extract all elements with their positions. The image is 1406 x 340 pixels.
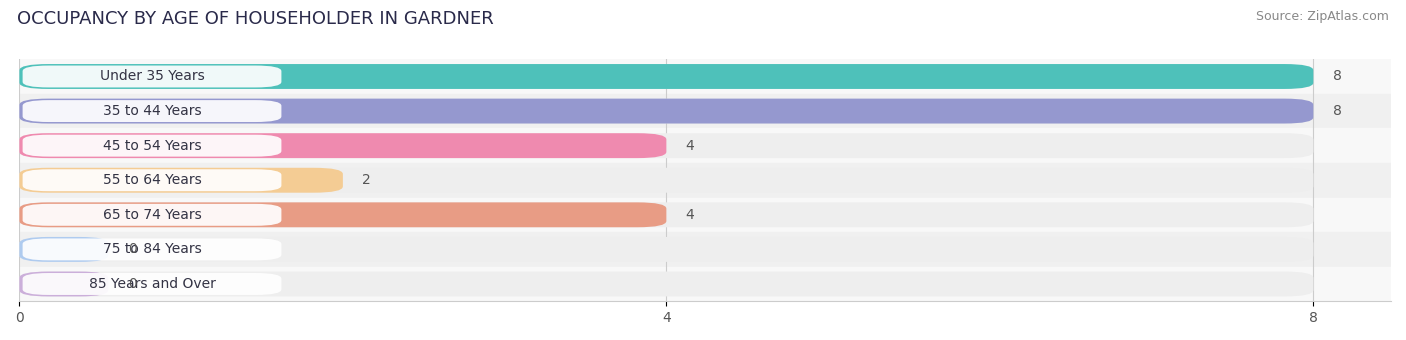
FancyBboxPatch shape	[20, 168, 343, 193]
Text: 35 to 44 Years: 35 to 44 Years	[103, 104, 201, 118]
Text: 55 to 64 Years: 55 to 64 Years	[103, 173, 201, 187]
Bar	[20, 163, 1391, 198]
FancyBboxPatch shape	[20, 133, 1313, 158]
Text: 85 Years and Over: 85 Years and Over	[89, 277, 215, 291]
FancyBboxPatch shape	[20, 168, 1313, 193]
Text: 8: 8	[1333, 69, 1341, 84]
FancyBboxPatch shape	[20, 237, 108, 262]
Text: 2: 2	[363, 173, 371, 187]
FancyBboxPatch shape	[20, 64, 1313, 89]
FancyBboxPatch shape	[20, 64, 1313, 89]
FancyBboxPatch shape	[20, 99, 1313, 123]
FancyBboxPatch shape	[22, 204, 281, 226]
Bar	[20, 232, 1391, 267]
Bar	[20, 59, 1391, 94]
Text: 45 to 54 Years: 45 to 54 Years	[103, 139, 201, 153]
Text: 65 to 74 Years: 65 to 74 Years	[103, 208, 201, 222]
Text: Source: ZipAtlas.com: Source: ZipAtlas.com	[1256, 10, 1389, 23]
FancyBboxPatch shape	[20, 202, 1313, 227]
FancyBboxPatch shape	[22, 238, 281, 260]
FancyBboxPatch shape	[20, 272, 1313, 296]
FancyBboxPatch shape	[22, 66, 281, 87]
Bar	[20, 198, 1391, 232]
Text: 0: 0	[128, 277, 136, 291]
Bar	[20, 267, 1391, 301]
Bar	[20, 129, 1391, 163]
Text: 4: 4	[686, 208, 695, 222]
FancyBboxPatch shape	[20, 133, 666, 158]
FancyBboxPatch shape	[20, 272, 108, 296]
FancyBboxPatch shape	[22, 273, 281, 295]
FancyBboxPatch shape	[22, 169, 281, 191]
Text: 4: 4	[686, 139, 695, 153]
FancyBboxPatch shape	[22, 100, 281, 122]
Text: 75 to 84 Years: 75 to 84 Years	[103, 242, 201, 256]
Text: OCCUPANCY BY AGE OF HOUSEHOLDER IN GARDNER: OCCUPANCY BY AGE OF HOUSEHOLDER IN GARDN…	[17, 10, 494, 28]
FancyBboxPatch shape	[20, 237, 1313, 262]
FancyBboxPatch shape	[20, 202, 666, 227]
Text: 8: 8	[1333, 104, 1341, 118]
FancyBboxPatch shape	[20, 99, 1313, 123]
FancyBboxPatch shape	[22, 135, 281, 157]
Bar	[20, 94, 1391, 129]
Text: 0: 0	[128, 242, 136, 256]
Text: Under 35 Years: Under 35 Years	[100, 69, 204, 84]
